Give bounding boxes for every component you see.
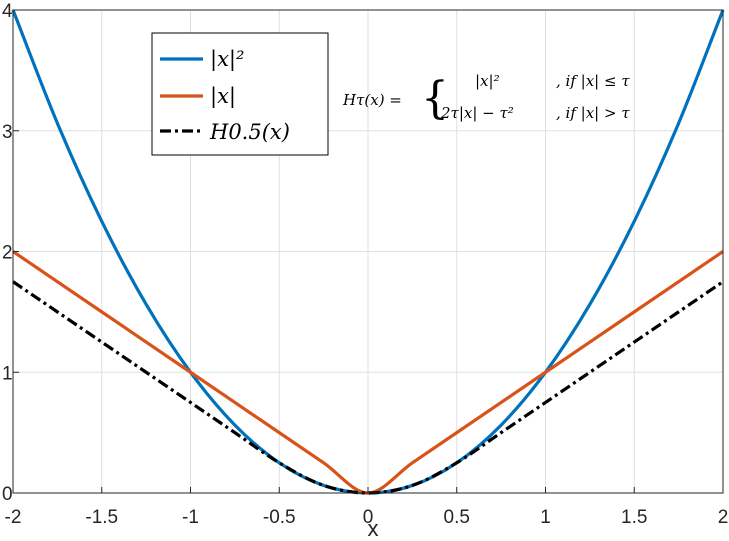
y-tick-label: 1 [2, 363, 13, 384]
y-tick-label: 3 [2, 122, 13, 143]
x-tick-label: -0.5 [263, 507, 296, 528]
legend-label-0: |x|² [210, 47, 244, 72]
formula-brace: { [421, 73, 449, 124]
formula-annotation: Hτ(x) = { |x|² , if |x| ≤ τ 2τ|x| − τ² ,… [342, 72, 630, 124]
x-tick-label: -1.5 [85, 507, 118, 528]
legend: |x|² |x| H0.5(x) [151, 32, 329, 156]
x-axis-label: x [368, 516, 379, 541]
x-tick-label: -1 [182, 507, 199, 528]
y-tick-label: 4 [2, 1, 13, 22]
formula-lhs: Hτ(x) = [342, 91, 402, 109]
x-tick-label: 2 [718, 507, 729, 528]
formula-case2-cond: , if |x| > τ [556, 104, 630, 122]
legend-label-1: |x| [210, 84, 236, 109]
x-tick-label: 1.5 [621, 507, 647, 528]
formula-case2-expr: 2τ|x| − τ² [440, 104, 514, 122]
x-tick-label: -2 [5, 507, 22, 528]
x-tick-label: 1 [540, 507, 551, 528]
tick-labels: -2 -1.5 -1 -0.5 0 0.5 1 1.5 2 0 1 2 3 4 [2, 1, 728, 528]
legend-label-2: H0.5(x) [209, 120, 290, 144]
y-tick-label: 0 [2, 484, 13, 505]
y-tick-label: 2 [2, 243, 13, 264]
x-tick-label: 0 [363, 507, 374, 528]
formula-case1-cond: , if |x| ≤ τ [556, 72, 630, 90]
x-tick-label: 0.5 [444, 507, 470, 528]
legend-box [151, 32, 329, 156]
formula-case1-expr: |x|² [475, 72, 500, 90]
